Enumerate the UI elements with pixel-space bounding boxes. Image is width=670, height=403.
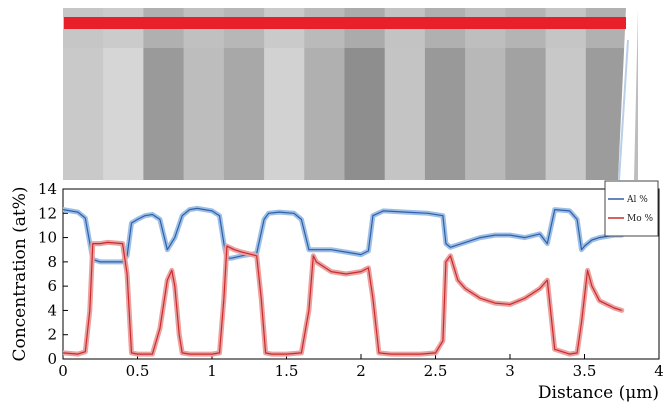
legend-box: [604, 180, 659, 237]
y-tick-label: 14: [38, 180, 57, 198]
series-al-line: [63, 207, 622, 263]
x-tick-label: 2.5: [424, 362, 448, 380]
x-axis-ticks: 0 0.5 1 1.5 2 2.5 3 3.5 4: [58, 354, 664, 380]
series-al-raw: [63, 205, 625, 265]
y-axis-ticks: 0 2 4 6 8 10 12 14: [38, 180, 68, 368]
x-tick-label: 3: [505, 362, 515, 380]
legend-label-al: Al %: [626, 195, 648, 205]
series-layer: [63, 205, 625, 357]
x-axis-label: Distance (μm): [538, 383, 659, 403]
y-tick-label: 0: [47, 350, 57, 368]
x-tick-label: 1.5: [275, 362, 299, 380]
x-tick-label: 3.5: [573, 362, 597, 380]
x-tick-label: 0.5: [126, 362, 150, 380]
series-mo-line: [63, 241, 622, 355]
y-tick-label: 12: [38, 204, 57, 222]
legend: Al % Mo %: [604, 180, 659, 237]
y-tick-label: 8: [47, 253, 57, 271]
legend-label-mo: Mo %: [627, 214, 653, 224]
y-tick-label: 10: [38, 229, 57, 247]
micrograph-edge-line: [618, 39, 629, 181]
micrograph-edge: [618, 8, 638, 180]
y-tick-label: 2: [47, 326, 57, 344]
y-tick-label: 6: [47, 277, 57, 295]
stem-micrograph-image: [63, 8, 638, 181]
series-mo-raw: [63, 239, 625, 357]
x-tick-label: 0: [58, 362, 68, 380]
y-axis-label: Concentration (at%): [10, 186, 30, 361]
x-tick-label: 1: [207, 362, 217, 380]
x-tick-label: 4: [654, 362, 664, 380]
x-tick-label: 2: [356, 362, 366, 380]
scan-line-marker: [64, 17, 626, 29]
y-tick-label: 4: [47, 301, 57, 319]
